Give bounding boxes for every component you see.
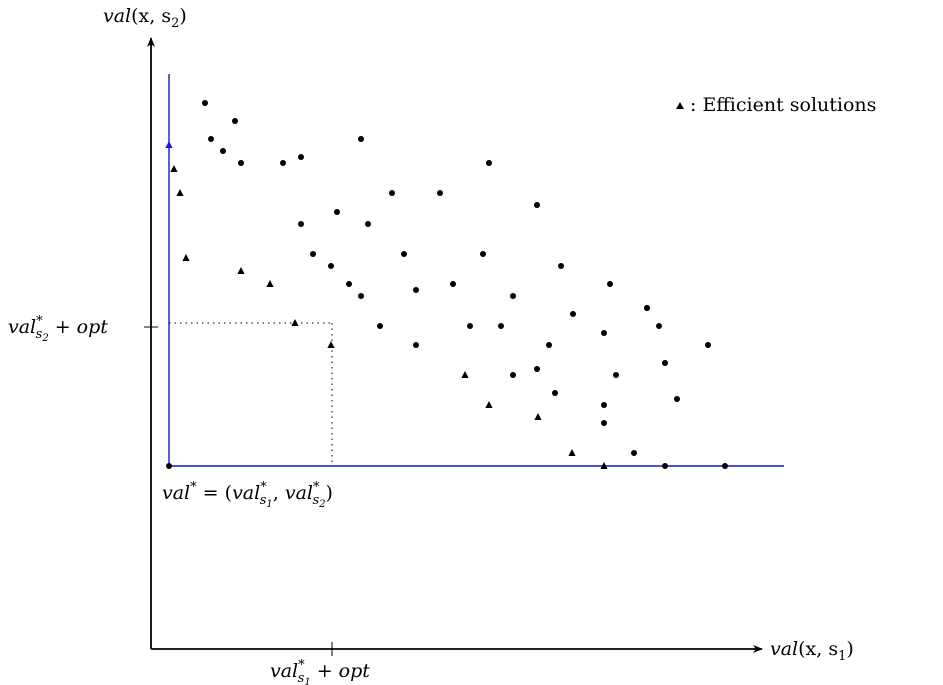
y-tick-label: val* s2 + opt (8, 314, 108, 344)
dominated-point (613, 372, 619, 378)
dominated-point (358, 136, 364, 142)
efficient-point (165, 141, 173, 148)
dominated-point (298, 154, 304, 160)
dominated-point (450, 281, 456, 287)
dominated-point (722, 463, 728, 469)
efficient-point (461, 371, 469, 378)
dominated-point (346, 281, 352, 287)
dominated-point (208, 136, 214, 142)
dominated-point (480, 251, 486, 257)
dominated-point (552, 390, 558, 396)
dominated-point (401, 251, 407, 257)
dominated-point (510, 372, 516, 378)
dominated-point (334, 209, 340, 215)
dominated-point (662, 360, 668, 366)
dominated-point (238, 160, 244, 166)
dominated-point (413, 287, 419, 293)
dominated-point (486, 160, 492, 166)
ideal-point-label: val* = (val* s1, val* s2) (162, 480, 333, 510)
dominated-point (601, 330, 607, 336)
dominated-point (498, 323, 504, 329)
dominated-point (310, 251, 316, 257)
dominated-point (631, 450, 637, 456)
dominated-point (358, 293, 364, 299)
dominated-point (662, 463, 668, 469)
efficient-point (327, 341, 335, 348)
efficient-point (237, 267, 245, 274)
dominated-point (298, 221, 304, 227)
dominated-point (656, 323, 662, 329)
dominated-point (510, 293, 516, 299)
efficient-point (182, 254, 190, 261)
efficient-point (176, 189, 184, 196)
legend-triangle-icon (676, 102, 684, 109)
legend: : Efficient solutions (676, 94, 876, 116)
x-axis-label: val(x, s1) (770, 638, 854, 664)
dominated-point (546, 342, 552, 348)
dominated-point (534, 202, 540, 208)
efficient-point (485, 401, 493, 408)
dominated-point (558, 263, 564, 269)
x-tick-label: val* s1 + opt (270, 658, 370, 685)
dominated-point (220, 148, 226, 154)
dominated-point (570, 311, 576, 317)
dominated-point (601, 420, 607, 426)
dominated-point (389, 190, 395, 196)
dominated-point (601, 402, 607, 408)
dominated-point (377, 323, 383, 329)
dominated-point (232, 118, 238, 124)
dominated-point (534, 366, 540, 372)
efficient-point (291, 319, 299, 326)
dominated-point (365, 221, 371, 227)
dominated-point (705, 342, 711, 348)
efficient-point (170, 165, 178, 172)
dominated-point (674, 396, 680, 402)
dominated-point (467, 323, 473, 329)
scatter-marks (165, 100, 728, 469)
ideal-point (166, 463, 172, 469)
dominated-point (437, 190, 443, 196)
dominated-point (413, 342, 419, 348)
dominated-point (280, 160, 286, 166)
legend-text: : Efficient solutions (690, 94, 876, 116)
dominated-point (328, 263, 334, 269)
y-axis-label: val(x, s2) (103, 5, 187, 31)
dominated-point (202, 100, 208, 106)
efficient-point (266, 280, 274, 287)
efficient-point (534, 413, 542, 420)
efficient-point (568, 449, 576, 456)
dominated-point (644, 305, 650, 311)
dominated-point (607, 281, 613, 287)
efficient-point (600, 462, 608, 469)
